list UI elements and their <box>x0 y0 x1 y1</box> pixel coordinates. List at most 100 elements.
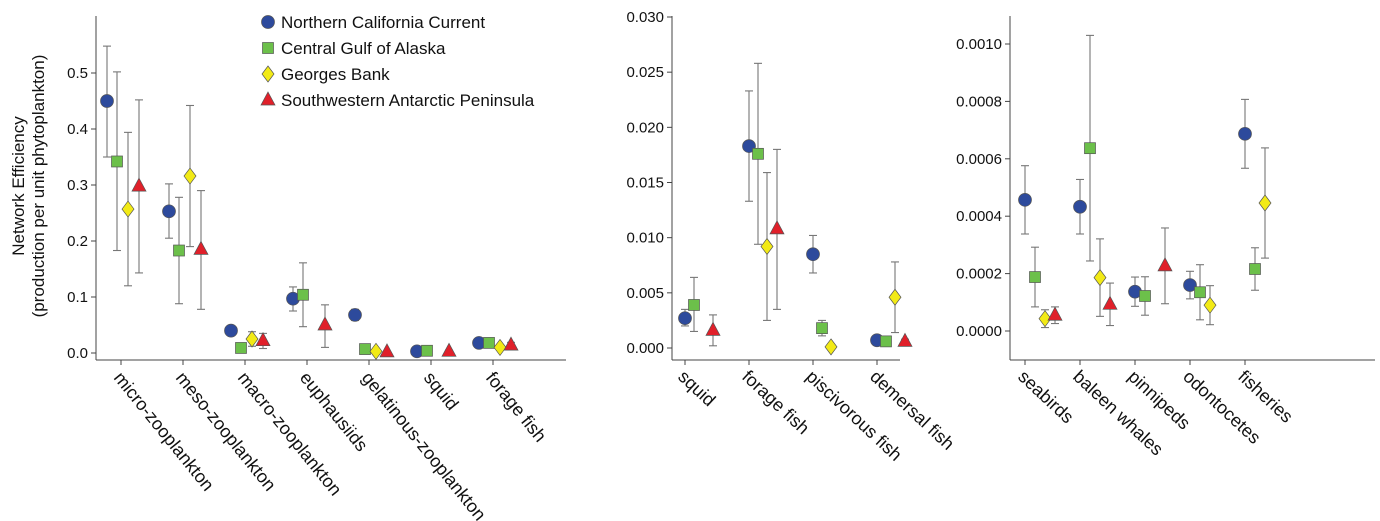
chart-panels: 0.00.10.20.30.40.5micro-zooplanktonmeso-… <box>67 9 1375 521</box>
y-axis-title-line-1: Network Efficiency <box>9 116 28 256</box>
y-tick-label: 0.005 <box>626 285 664 302</box>
y-tick-label: 0.015 <box>626 175 664 192</box>
data-point-meso-zooplankton <box>173 244 185 257</box>
data-point-fisheries <box>1238 126 1252 141</box>
data-point-euphausiids <box>297 288 309 301</box>
y-tick-label: 0.2 <box>67 233 88 250</box>
series-georges-bank <box>760 172 902 356</box>
legend-label: Georges Bank <box>281 65 390 84</box>
data-point-micro-zooplankton <box>100 94 114 108</box>
series-georges-bank <box>121 104 507 360</box>
y-tick-label: 0.4 <box>67 121 88 138</box>
data-point-seabirds <box>1018 192 1032 207</box>
y-tick-label: 0.0 <box>67 345 88 362</box>
legend-marker <box>261 65 275 83</box>
data-point-micro-zooplankton <box>131 177 147 192</box>
y-tick-label: 0.1 <box>67 289 88 306</box>
legend-item-central-gulf-of-alaska: Central Gulf of Alaska <box>262 39 446 58</box>
data-point-fisheries <box>1249 263 1261 275</box>
y-axis-title-line-2: (production per unit phytoplankton) <box>29 55 48 318</box>
x-tick-label-macro-zooplankton: macro-zooplankton <box>234 368 346 500</box>
series-central-gulf-of-alaska <box>111 71 495 357</box>
data-point-baleen-whales <box>1084 142 1096 155</box>
data-point-forage-fish <box>493 338 507 356</box>
legend-label: Southwestern Antarctic Peninsula <box>281 91 535 110</box>
series-southwestern-antarctic-peninsula <box>1047 227 1173 327</box>
data-point-squid <box>705 321 721 336</box>
x-tick-label-seabirds: seabirds <box>1014 366 1077 427</box>
x-tick-label-forage-fish: forage fish <box>738 366 813 438</box>
data-point-squid <box>678 311 692 326</box>
data-point-forage-fish <box>760 237 774 256</box>
legend-item-southwestern-antarctic-peninsula: Southwestern Antarctic Peninsula <box>260 91 535 110</box>
x-tick-label-forage-fish: forage fish <box>482 368 550 446</box>
data-point-gelatinous-zooplankton <box>369 342 383 360</box>
data-point-baleen-whales <box>1073 199 1087 214</box>
data-point-micro-zooplankton <box>111 155 123 168</box>
data-point-odontocetes <box>1194 286 1206 299</box>
series-northern-california-current <box>678 90 884 348</box>
data-point-gelatinous-zooplankton <box>348 308 362 322</box>
y-tick-label: 0.0010 <box>956 36 1002 53</box>
y-tick-label: 0.5 <box>67 65 88 82</box>
series-central-gulf-of-alaska <box>688 62 892 348</box>
x-tick-label-squid: squid <box>420 368 463 414</box>
data-point-forage-fish <box>752 147 764 160</box>
data-point-piscivorous-fish <box>806 247 820 262</box>
data-point-macro-zooplankton <box>235 342 247 354</box>
data-point-piscivorous-fish <box>816 322 828 334</box>
data-point-squid <box>688 299 700 311</box>
series-georges-bank <box>1038 147 1272 329</box>
y-tick-label: 0.025 <box>626 64 664 81</box>
legend-marker <box>261 15 275 29</box>
data-point-meso-zooplankton <box>183 167 197 185</box>
data-point-demersal-fish <box>880 335 892 348</box>
data-point-macro-zooplankton <box>224 323 238 338</box>
data-point-forage-fish <box>769 220 785 235</box>
data-point-baleen-whales <box>1102 295 1118 310</box>
data-point-micro-zooplankton <box>121 200 135 218</box>
data-point-odontocetes <box>1183 278 1197 292</box>
data-point-pinnipeds <box>1139 290 1151 302</box>
y-tick-label: 0.0002 <box>956 266 1002 283</box>
y-tick-label: 0.030 <box>626 9 664 26</box>
data-point-gelatinous-zooplankton <box>359 343 371 355</box>
legend-marker <box>262 42 274 54</box>
legend-label: Northern California Current <box>281 13 485 32</box>
data-point-squid <box>441 342 457 357</box>
y-tick-label: 0.0000 <box>956 323 1002 340</box>
series-southwestern-antarctic-peninsula <box>131 99 519 358</box>
panel-2: 0.000 0.005 0.010 0.015 0.020 0.025 0.030 squid… <box>626 9 958 465</box>
y-tick-label: 0.3 <box>67 177 88 194</box>
y-tick-label: 0.0008 <box>956 93 1002 110</box>
data-point-seabirds <box>1029 271 1041 283</box>
data-point-meso-zooplankton <box>193 240 209 255</box>
y-tick-label: 0.000 <box>626 340 664 357</box>
series-northern-california-current <box>1018 98 1252 307</box>
data-point-pinnipeds <box>1157 257 1173 272</box>
y-tick-label: 0.0006 <box>956 151 1002 168</box>
data-point-demersal-fish <box>888 288 902 306</box>
series-southwestern-antarctic-peninsula <box>705 148 913 347</box>
y-axis-title: Network Efficiency (production per unit … <box>9 55 48 318</box>
data-point-macro-zooplankton <box>255 331 271 347</box>
legend-item-northern-california-current: Northern California Current <box>261 13 485 32</box>
legend-marker <box>260 91 276 106</box>
y-tick-label: 0.010 <box>626 230 664 247</box>
x-tick-label-squid: squid <box>674 366 719 410</box>
data-point-odontocetes <box>1203 296 1217 314</box>
series-northern-california-current <box>100 45 486 359</box>
data-point-baleen-whales <box>1093 269 1107 287</box>
data-point-forage-fish <box>503 336 519 351</box>
y-tick-label: 0.020 <box>626 119 664 136</box>
panel-3: 0.0000 0.0002 0.0004 0.0006 0.0008 0.0010 seab… <box>956 16 1375 459</box>
data-point-gelatinous-zooplankton <box>379 343 395 358</box>
legend-item-georges-bank: Georges Bank <box>261 65 390 84</box>
data-point-squid <box>421 344 433 357</box>
legend: Northern California Current Central Gulf … <box>260 13 535 110</box>
data-point-seabirds <box>1047 306 1063 321</box>
data-point-fisheries <box>1258 194 1272 212</box>
data-point-demersal-fish <box>897 332 913 347</box>
legend-label: Central Gulf of Alaska <box>281 39 446 58</box>
